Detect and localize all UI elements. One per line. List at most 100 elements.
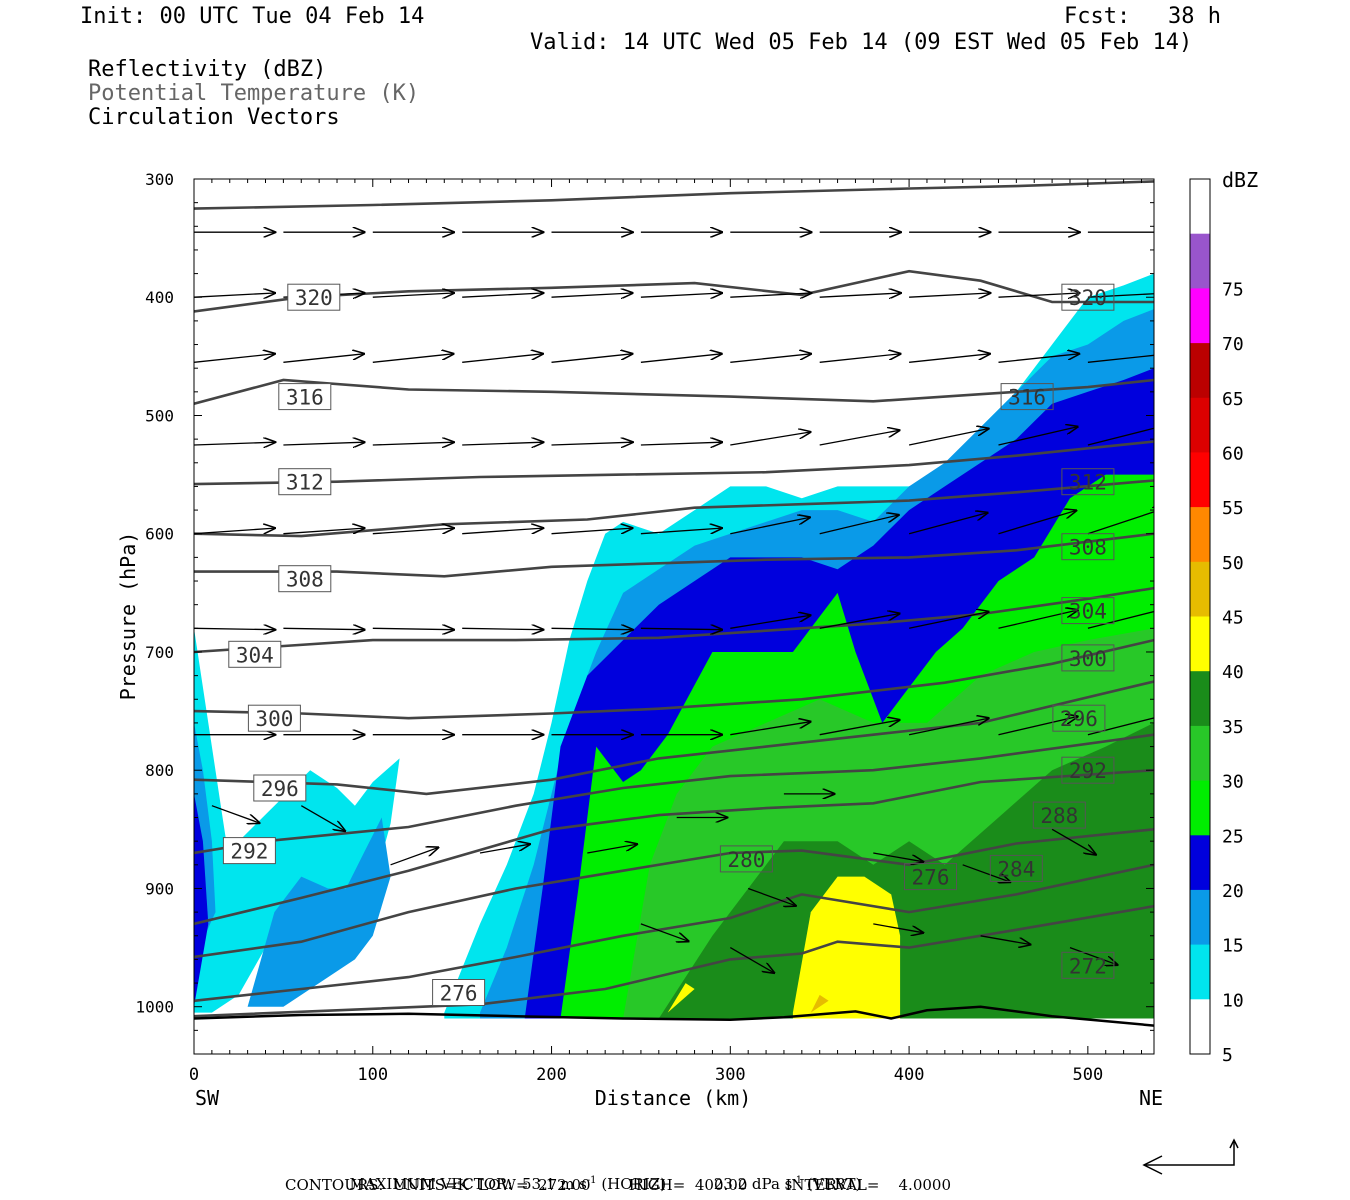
y-tick-label: 400 — [145, 288, 174, 307]
theta-label-text: 296 — [261, 777, 299, 801]
theta-label-text: 292 — [1069, 759, 1107, 783]
colorbar-level-label: 10 — [1222, 990, 1244, 1011]
circulation-vector — [462, 528, 543, 535]
circulation-vector — [640, 528, 722, 535]
circulation-vector — [998, 511, 1077, 535]
colorbar-level-label: 50 — [1222, 553, 1244, 574]
circulation-vector — [551, 293, 633, 297]
theta-label-text: 316 — [286, 386, 324, 410]
colorbar-segment — [1190, 725, 1210, 782]
colorbar-segment — [1190, 397, 1210, 453]
theta-label-text: 300 — [255, 707, 293, 731]
circulation-vector — [372, 442, 454, 445]
theta-label-text: 312 — [1069, 471, 1107, 495]
colorbar-level-label: 75 — [1222, 279, 1244, 300]
theta-contour — [194, 828, 1154, 959]
x-axis: 0 100 200 300 400 500 — [189, 179, 1142, 1085]
y-axis: 300 400 500 600 700 800 900 1000 — [135, 170, 1154, 1055]
plot-frame — [193, 178, 1155, 1055]
circulation-vector — [1087, 425, 1154, 446]
circulation-vector — [730, 517, 809, 535]
circulation-vector — [551, 442, 633, 445]
y-tick-label: 1000 — [135, 998, 174, 1017]
circulation-vector — [819, 354, 901, 363]
circulation-vector — [300, 805, 345, 831]
theta-label-292: 292 — [1061, 756, 1115, 784]
circulation-vector — [998, 354, 1080, 363]
circulation-vector — [730, 293, 811, 297]
theta-label-text: 320 — [1069, 286, 1107, 310]
circulation-vector — [819, 515, 899, 535]
forecast-label: Fcst: — [1064, 4, 1131, 29]
reflectivity-region-10dbz — [247, 817, 391, 1007]
colorbar-segment — [1190, 835, 1210, 891]
theta-label-text: 296 — [1060, 707, 1098, 731]
colorbar-level-label: 40 — [1222, 662, 1244, 683]
y-tick-label: 600 — [145, 525, 174, 544]
colorbar-level-label: 35 — [1222, 717, 1244, 738]
x-axis-label: Distance (km) — [595, 1086, 752, 1110]
theta-contours — [194, 180, 1154, 1018]
theta-contour — [194, 532, 1154, 578]
circulation-vector — [1087, 293, 1154, 298]
circulation-vector — [1087, 608, 1154, 629]
colorbar-level-label: 15 — [1222, 936, 1244, 957]
theta-label-300: 300 — [247, 704, 301, 732]
theta-label-text: 280 — [727, 848, 765, 872]
circulation-vector — [908, 612, 988, 629]
vert-suffix: (VERT) — [806, 1175, 862, 1193]
theta-label-text: 320 — [295, 286, 333, 310]
theta-label-316: 316 — [278, 383, 332, 411]
theta-label-text: 272 — [1069, 954, 1107, 978]
x-tick-label: 500 — [1072, 1065, 1103, 1085]
circulation-vector — [390, 848, 438, 866]
theta-label-text: 304 — [1069, 600, 1107, 624]
theta-label-312: 312 — [278, 468, 332, 496]
x-tick-label: 300 — [715, 1065, 746, 1085]
circulation-vectors — [194, 232, 1154, 973]
reference-vector-icon — [1142, 1138, 1239, 1175]
circulation-vector — [587, 844, 637, 854]
theta-label-text: 292 — [230, 840, 268, 864]
circulation-vector — [551, 528, 633, 535]
theta-label-280: 280 — [719, 845, 773, 873]
colorbar-level-label: 55 — [1222, 498, 1244, 519]
circulation-vector — [194, 293, 275, 297]
max-vector-label: MAXIMUM VECTOR: — [349, 1175, 513, 1193]
circulation-vector — [1051, 828, 1096, 854]
colorbar-level-label: 60 — [1222, 443, 1244, 464]
colorbar-segment — [1190, 507, 1210, 563]
theta-label-text: 276 — [440, 982, 478, 1006]
reflectivity-region-15dbz — [194, 793, 209, 1007]
y-tick-label: 300 — [145, 170, 174, 189]
circulation-vector — [640, 923, 688, 941]
circulation-vector — [873, 923, 923, 933]
circulation-vector — [980, 935, 1031, 945]
y-axis-label: Pressure (hPa) — [116, 532, 140, 701]
colorbar-level-label: 70 — [1222, 334, 1244, 355]
circulation-vector — [640, 293, 722, 297]
colorbar-level-label: 45 — [1222, 608, 1244, 629]
circulation-vector — [372, 628, 454, 629]
theta-label-308: 308 — [278, 565, 332, 593]
y-tick-label: 800 — [145, 761, 174, 780]
circulation-vector — [283, 628, 364, 629]
horiz-exponent: -1 — [586, 1175, 597, 1186]
theta-label-276: 276 — [904, 863, 957, 891]
field-circulation-vectors: Circulation Vectors — [88, 105, 340, 130]
circulation-vector — [462, 442, 543, 445]
colorbar-segment — [1190, 616, 1210, 672]
circulation-vector — [998, 610, 1078, 629]
theta-contour — [194, 733, 1154, 855]
circulation-vector — [551, 628, 633, 629]
colorbar-segment — [1190, 343, 1210, 399]
theta-label-text: 308 — [1069, 536, 1107, 560]
circulation-vector — [962, 864, 1010, 882]
circulation-vector — [1087, 508, 1154, 535]
circulation-vector — [283, 528, 364, 535]
reflectivity-region-40dbz — [810, 994, 829, 1013]
circulation-vector — [998, 427, 1078, 446]
theta-label-text: 312 — [286, 471, 324, 495]
colorbar-unit: dBZ — [1222, 168, 1258, 192]
